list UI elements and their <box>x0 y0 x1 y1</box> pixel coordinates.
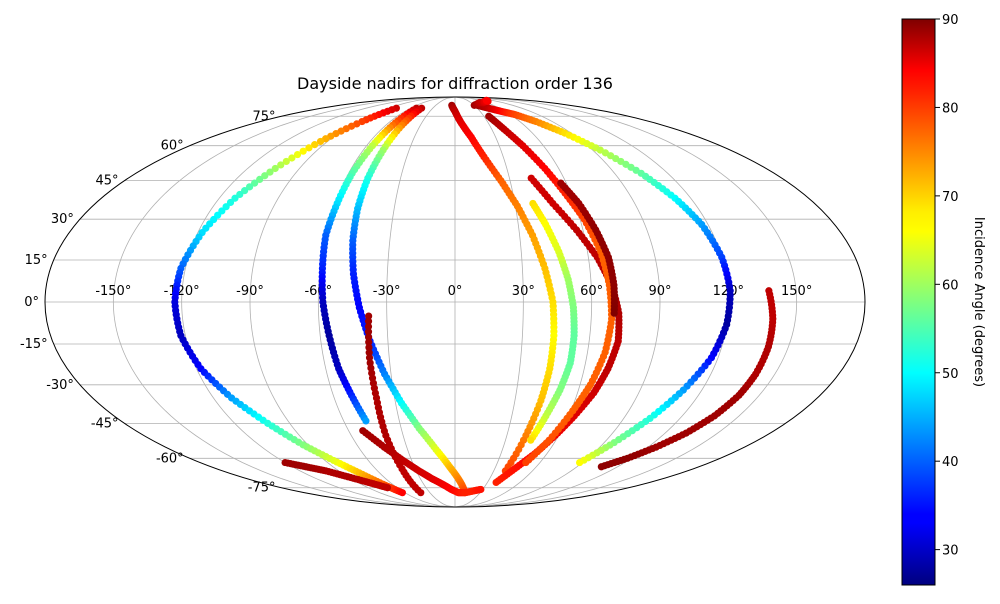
data-point <box>241 187 249 195</box>
data-point <box>365 343 373 352</box>
data-point <box>236 190 244 199</box>
data-point <box>251 179 259 187</box>
data-point <box>527 174 535 182</box>
data-point <box>610 309 618 317</box>
latitude-tick-label: 15° <box>25 253 48 268</box>
data-point <box>417 489 425 497</box>
data-point <box>364 322 373 331</box>
data-point <box>266 168 274 176</box>
data-point <box>316 137 325 146</box>
colorbar-tick-label: 80 <box>942 101 959 116</box>
colorbar-label: Incidence Angle (degrees) <box>971 217 986 387</box>
colorbar: 30 40 50 60 70 80 90 Incidence Angle (degrees) <box>901 13 986 586</box>
colorbar-tick-label: 60 <box>942 278 959 293</box>
colorbar-ticks: 30 40 50 60 70 80 90 <box>935 13 959 559</box>
latitude-tick-label: -60° <box>156 451 184 466</box>
longitude-tick-label: 30° <box>512 284 535 299</box>
data-point <box>282 157 290 166</box>
latitude-tick-label: 60° <box>161 139 184 154</box>
data-points <box>171 96 777 497</box>
colorbar-tick-label: 30 <box>942 544 959 559</box>
longitude-tick-label: 90° <box>648 284 671 299</box>
data-point <box>281 458 289 467</box>
data-point <box>527 436 535 444</box>
longitude-tick-label: 150° <box>781 284 812 299</box>
data-point <box>362 417 370 425</box>
data-point <box>364 317 373 325</box>
latitude-tick-label: 30° <box>51 212 74 227</box>
data-point <box>365 349 373 357</box>
data-point <box>311 141 319 149</box>
latitude-tick-label: 45° <box>96 174 119 189</box>
longitude-tick-label: -150° <box>95 284 131 299</box>
latitude-tick-label: -30° <box>46 378 74 393</box>
graticule <box>45 97 865 507</box>
map-boundary <box>44 96 866 508</box>
longitude-tick-label: 60° <box>580 284 603 299</box>
data-point <box>277 161 285 169</box>
data-point <box>576 458 584 467</box>
data-point <box>288 154 296 162</box>
colorbar-gradient <box>901 18 936 586</box>
longitude-tick-label: -30° <box>373 284 401 299</box>
data-point <box>365 312 373 320</box>
longitude-tick-label: 0° <box>448 284 463 299</box>
longitude-tick-labels: -150°-120°-90°-60°-30°0°30°60°90°120°150… <box>95 284 812 299</box>
data-point <box>482 96 490 104</box>
data-point <box>293 150 302 159</box>
longitude-tick-label: -60° <box>304 284 332 299</box>
latitude-tick-label: 75° <box>252 109 275 124</box>
latitude-tick-label: 0° <box>24 295 39 310</box>
data-point <box>246 183 254 191</box>
colorbar-tick-label: 70 <box>942 190 959 205</box>
longitude-tick-label: -90° <box>236 284 264 299</box>
longitude-tick-label: -120° <box>164 284 200 299</box>
colorbar-tick-label: 90 <box>942 13 959 28</box>
latitude-tick-label: -75° <box>248 481 276 496</box>
data-point <box>597 463 605 471</box>
data-point <box>364 328 373 336</box>
latitude-tick-label: -15° <box>20 337 48 352</box>
latitude-tick-labels: 75° 60° 45° 30° 15° 0° -15° -30° -45° -60° -75° <box>20 109 276 495</box>
chart-title: Dayside nadirs for diffraction order 136 <box>297 74 613 93</box>
data-point <box>477 485 485 494</box>
data-point <box>522 458 530 467</box>
latitude-tick-label: -45° <box>91 416 119 431</box>
data-point <box>256 175 264 183</box>
data-point <box>365 338 373 346</box>
colorbar-tick-label: 40 <box>942 455 959 470</box>
data-point <box>271 164 279 173</box>
data-point <box>305 144 313 152</box>
data-point <box>398 489 406 497</box>
colorbar-tick-label: 50 <box>942 367 959 382</box>
data-point <box>364 333 373 341</box>
data-point <box>261 172 269 180</box>
data-point <box>299 147 307 155</box>
